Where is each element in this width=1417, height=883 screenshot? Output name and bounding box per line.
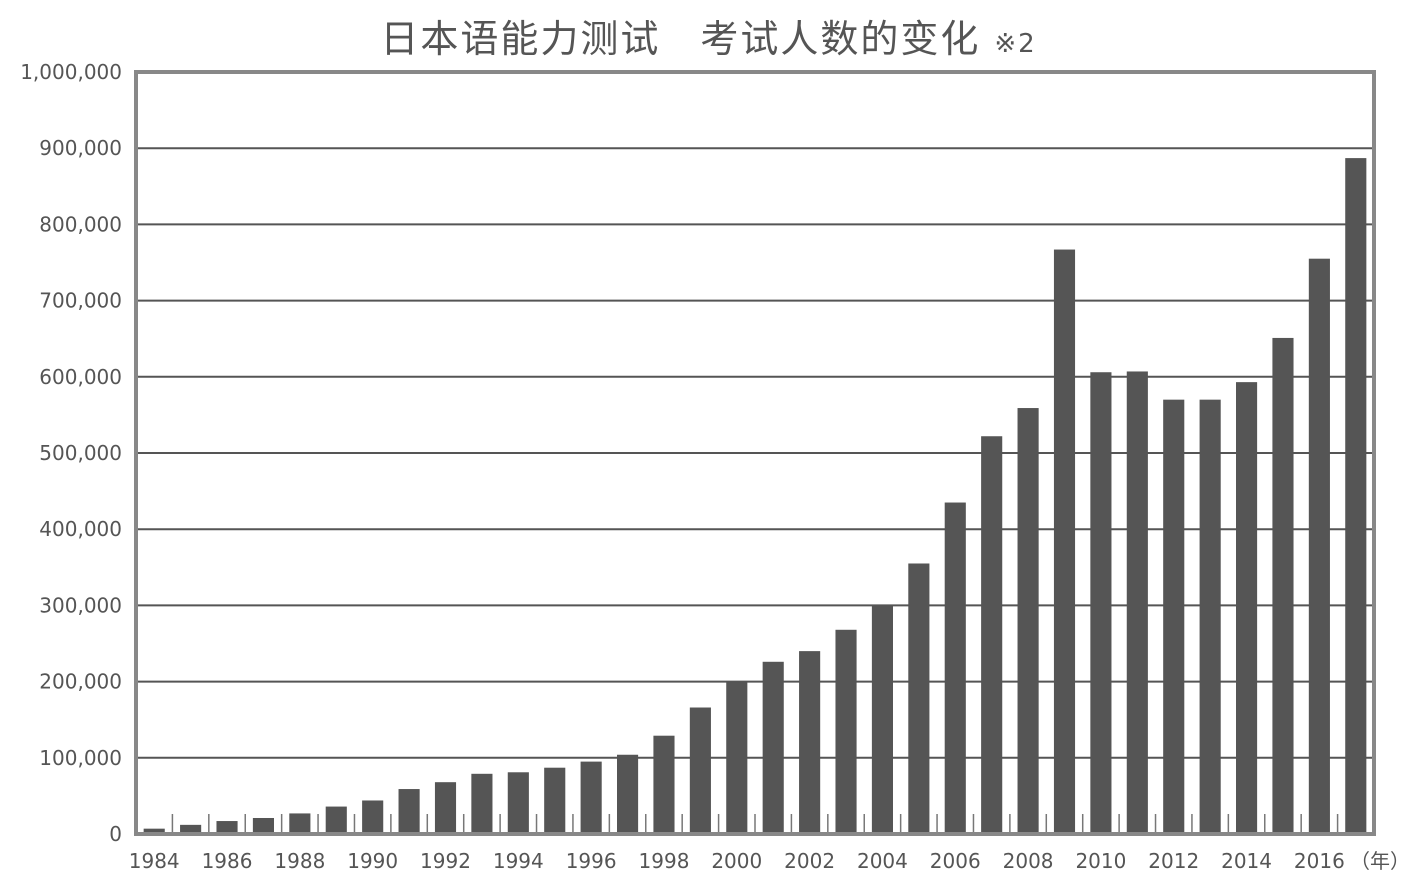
- x-tick-label: 2000: [711, 849, 762, 873]
- x-tick-label: 1994: [493, 849, 544, 873]
- bar: [944, 502, 966, 834]
- x-tick-label: 1984: [129, 849, 180, 873]
- bar: [289, 813, 311, 834]
- bar: [616, 754, 639, 834]
- y-tick-label: 600,000: [39, 365, 122, 389]
- bar: [143, 828, 165, 834]
- bar: [434, 782, 457, 834]
- y-tick-label: 1,000,000: [20, 60, 122, 84]
- x-tick-label: 1986: [202, 849, 253, 873]
- x-tick-label: 2002: [784, 849, 835, 873]
- bar: [1199, 399, 1221, 834]
- y-axis-labels: 0 100,000 200,000 300,000 400,000 500,000 600,…: [20, 60, 122, 846]
- x-tick-label: 1988: [274, 849, 325, 873]
- bar: [871, 605, 894, 834]
- bar: [362, 800, 384, 834]
- bar: [981, 436, 1003, 834]
- bar: [252, 817, 275, 834]
- bar: [1308, 258, 1330, 834]
- bar: [1053, 249, 1076, 834]
- x-tick-label: 2006: [930, 849, 981, 873]
- bar: [653, 735, 675, 834]
- bar: [1272, 337, 1294, 834]
- y-tick-label: 300,000: [39, 593, 122, 617]
- y-tick-label: 0: [109, 822, 122, 846]
- x-tick-label: 2010: [1075, 849, 1126, 873]
- y-tick-label: 500,000: [39, 441, 122, 465]
- axis-layer: [134, 70, 1376, 836]
- chart-title: 日本语能力测试 考试人数的变化 ※2: [0, 8, 1417, 63]
- plot-frame: [134, 70, 1376, 836]
- x-axis-label: （年）: [1350, 849, 1410, 873]
- x-tick-label: 2008: [1003, 849, 1054, 873]
- bar: [908, 563, 930, 834]
- chart-title-note: ※2: [994, 29, 1037, 59]
- x-tick-label: 1998: [639, 849, 690, 873]
- x-tick-label: 2016: [1294, 849, 1345, 873]
- y-tick-label: 800,000: [39, 212, 122, 236]
- bar: [1235, 382, 1258, 834]
- y-tick-label: 200,000: [39, 670, 122, 694]
- bar: [1163, 399, 1185, 834]
- bar: [580, 761, 602, 834]
- y-tick-label: 100,000: [39, 746, 122, 770]
- bar: [398, 789, 420, 834]
- bar: [689, 707, 711, 834]
- bar: [1345, 158, 1367, 834]
- chart-title-text: 日本语能力测试 考试人数的变化: [380, 17, 981, 61]
- x-tick-label: 2012: [1148, 849, 1199, 873]
- y-tick-label: 400,000: [39, 517, 122, 541]
- bar: [180, 824, 202, 834]
- x-tick-label: 2004: [857, 849, 908, 873]
- bar: [799, 651, 821, 834]
- bar: [1090, 372, 1112, 834]
- x-tick-label: 1990: [347, 849, 398, 873]
- bar: [471, 773, 493, 834]
- bar: [835, 629, 857, 834]
- x-tick-label: 2014: [1221, 849, 1272, 873]
- grid-layer: [136, 71, 1374, 759]
- x-axis-labels: 1984 1986 1988 1990 1992 1994 1996 1998 2000 2002…: [129, 849, 1410, 873]
- bar: [544, 767, 566, 834]
- bar: [216, 821, 238, 834]
- bar: [1126, 371, 1148, 834]
- x-tick-label: 1996: [566, 849, 617, 873]
- bars-layer: [143, 158, 1367, 834]
- bar: [325, 806, 347, 834]
- bar: [507, 772, 529, 834]
- x-tick-label: 1992: [420, 849, 471, 873]
- bar: [1017, 408, 1039, 834]
- bar: [762, 661, 784, 834]
- bar: [726, 682, 748, 834]
- y-tick-label: 700,000: [39, 289, 122, 313]
- y-tick-label: 900,000: [39, 136, 122, 160]
